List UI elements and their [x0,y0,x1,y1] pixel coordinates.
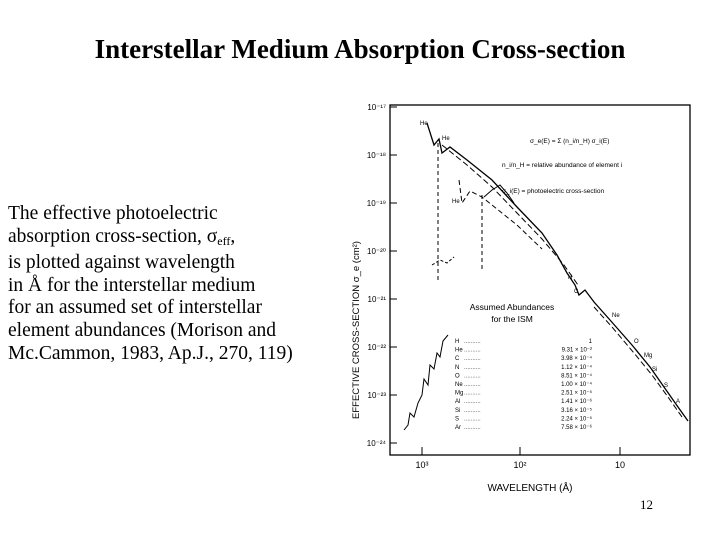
abundance-element: Ar [455,425,461,431]
low-energy-staircase [403,334,449,431]
abundance-element: He [455,348,463,354]
y-tick-label: 10⁻²⁴ [367,439,387,448]
abundance-leader-dots: .......... [464,416,481,422]
slide-title: Interstellar Medium Absorption Cross-sec… [94,34,626,64]
abundance-value: 1.00 × 10⁻⁴ [561,381,592,388]
abundance-leader-dots: .......... [464,399,481,405]
abundance-value: 2.51 × 10⁻⁵ [561,390,592,397]
abundance-table-title: Assumed Abundances [470,302,555,312]
abundance-leader-dots: .......... [464,348,481,354]
abundance-leader-dots: .......... [464,365,481,371]
edge-label: S [664,383,668,389]
low-curve-segment [431,256,455,266]
abundance-value: 7.58 × 10⁻⁶ [561,424,592,431]
edge-label: Ne [612,313,620,319]
abundance-value: 9.31 × 10⁻² [562,348,592,354]
formula-line: σ_e(E) = Σ (n_i/n_H) σ_i(E) [530,138,609,145]
abundance-value: 1.12 × 10⁻⁴ [561,364,592,371]
caption-line-6: element abundances (Morison and [8,319,277,341]
abundance-value: 1.41 × 10⁻⁶ [561,398,592,405]
edge-label: He [452,199,460,205]
abundance-leader-dots: .......... [464,339,481,345]
caption-line-1: The effective photoelectric [8,203,218,224]
edge-label: O [634,339,639,345]
formula-line: σ_i(E) = photoelectric cross-section [502,188,604,195]
y-tick-label: 10⁻¹⁷ [367,103,386,112]
abundance-rows: H.......... 1 He.......... 9.31 × 10⁻² C....… [455,339,593,431]
edge-labels: He He He H C Ne O Mg Si S A [420,121,680,405]
abundance-value: 1 [589,339,593,345]
formula-line: n_i/n_H = relative abundance of element … [502,162,622,169]
abundance-leader-dots: .......... [464,373,481,379]
y-tick-label: 10⁻²³ [368,391,387,400]
x-ticks: 10³ 10² 10 [415,447,625,470]
caption-line-2: absorption cross-section, σeff, [8,225,236,248]
abundance-element: S [455,416,459,422]
y-tick-label: 10⁻¹⁸ [367,151,386,160]
formula-block: σ_e(E) = Σ (n_i/n_H) σ_i(E) n_i/n_H = re… [502,138,622,195]
cross-section-figure: 10⁻¹⁷ 10⁻¹⁸ 10⁻¹⁹ 10⁻²⁰ 10⁻²¹ 10⁻²² 10⁻²³ 10⁻²⁴… [342,95,712,500]
caption-line-7: Mc.Cammon, 1983, Ap.J., 270, 119) [8,342,293,364]
abundance-leader-dots: .......... [464,425,481,431]
edge-label: H [568,275,572,281]
y-tick-label: 10⁻²⁰ [367,247,386,256]
y-tick-label: 10⁻²² [368,343,387,352]
abundance-value: 3.98 × 10⁻⁴ [561,355,592,362]
edge-label: Si [652,367,657,373]
y-tick-label: 10⁻¹⁹ [367,199,386,208]
cross-section-plot: 10⁻¹⁷ 10⁻¹⁸ 10⁻¹⁹ 10⁻²⁰ 10⁻²¹ 10⁻²² 10⁻²³ 10⁻²⁴… [351,103,691,494]
abundance-element: H [455,339,459,345]
y-tick-label: 10⁻²¹ [368,295,387,304]
main-curve-solid [426,122,689,422]
abundance-element: N [455,365,459,371]
x-tick-label: 10² [513,460,526,470]
sigma-symbol: σ [206,225,218,247]
x-tick-label: 10 [615,460,625,470]
abundance-leader-dots: .......... [464,408,481,414]
abundance-table-subtitle: for the ISM [491,314,533,324]
x-tick-label: 10³ [415,460,428,470]
edge-label: Mg [644,353,652,359]
caption-line-2-text: absorption cross-section, [8,225,207,247]
edge-label: A [676,399,680,405]
main-curve-dashed [441,144,683,418]
x-axis-label: WAVELENGTH (Å) [487,481,572,494]
y-ticks: 10⁻¹⁷ 10⁻¹⁸ 10⁻¹⁹ 10⁻²⁰ 10⁻²¹ 10⁻²² 10⁻²³ 10⁻²⁴ [367,103,397,448]
oxygen-edge-curve [483,184,515,204]
abundance-element: Al [455,399,460,405]
abundance-leader-dots: .......... [464,391,481,397]
abundance-leader-dots: .......... [464,382,481,388]
caption-line-3: is plotted against wavelength [8,252,235,274]
page-number: 12 [640,497,653,512]
abundance-leader-dots: .......... [464,356,481,362]
caption-line-4: in Å for the interstellar medium [8,274,256,296]
abundance-table: Assumed Abundances for the ISM H........… [455,302,593,431]
sigma-subscript: eff [217,233,231,248]
slide-caption: The effective photoelectric absorption c… [8,203,353,365]
edge-label: He [442,136,450,142]
abundance-element: O [455,373,460,379]
abundance-element: Mg [455,391,463,397]
edge-label: He [420,121,428,127]
plot-frame [389,104,691,456]
abundance-value: 2.24 × 10⁻⁵ [561,415,592,422]
edge-label: C [574,289,579,295]
abundance-value: 8.51 × 10⁻⁴ [561,372,592,379]
abundance-value: 3.16 × 10⁻⁵ [561,407,592,414]
abundance-element: Ne [455,382,463,388]
caption-line-5: for an assumed set of interstellar [8,297,262,319]
abundance-element: Si [455,408,460,414]
abundance-element: C [455,356,460,362]
y-axis-label: EFFECTIVE CROSS-SECTION σ_e (cm²) [351,241,362,419]
cross-section-curves [403,122,689,431]
